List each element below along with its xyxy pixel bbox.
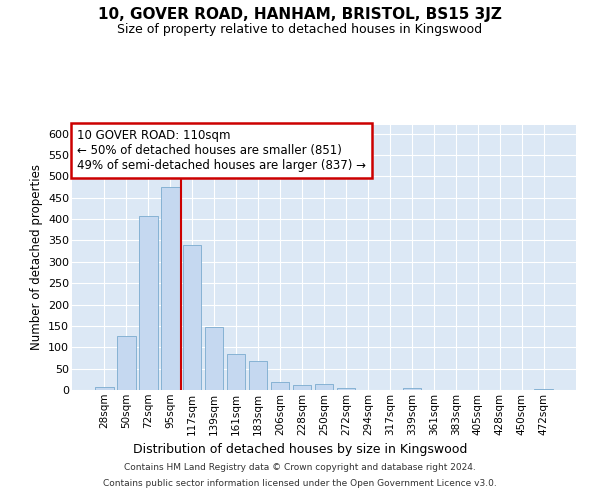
- Bar: [227, 354, 245, 390]
- Bar: [535, 388, 553, 390]
- Bar: [293, 386, 311, 390]
- Bar: [161, 187, 179, 390]
- Bar: [271, 382, 289, 390]
- Text: Size of property relative to detached houses in Kingswood: Size of property relative to detached ho…: [118, 22, 482, 36]
- Bar: [117, 336, 136, 390]
- Text: Contains public sector information licensed under the Open Government Licence v3: Contains public sector information licen…: [103, 478, 497, 488]
- Text: 10, GOVER ROAD, HANHAM, BRISTOL, BS15 3JZ: 10, GOVER ROAD, HANHAM, BRISTOL, BS15 3J…: [98, 8, 502, 22]
- Bar: [249, 361, 268, 390]
- Bar: [337, 388, 355, 390]
- Y-axis label: Number of detached properties: Number of detached properties: [29, 164, 43, 350]
- Bar: [403, 388, 421, 390]
- Bar: [183, 244, 202, 390]
- Bar: [139, 216, 158, 390]
- Text: Distribution of detached houses by size in Kingswood: Distribution of detached houses by size …: [133, 442, 467, 456]
- Bar: [205, 327, 223, 390]
- Text: Contains HM Land Registry data © Crown copyright and database right 2024.: Contains HM Land Registry data © Crown c…: [124, 464, 476, 472]
- Bar: [314, 384, 334, 390]
- Text: 10 GOVER ROAD: 110sqm
← 50% of detached houses are smaller (851)
49% of semi-det: 10 GOVER ROAD: 110sqm ← 50% of detached …: [77, 129, 366, 172]
- Bar: [95, 386, 113, 390]
